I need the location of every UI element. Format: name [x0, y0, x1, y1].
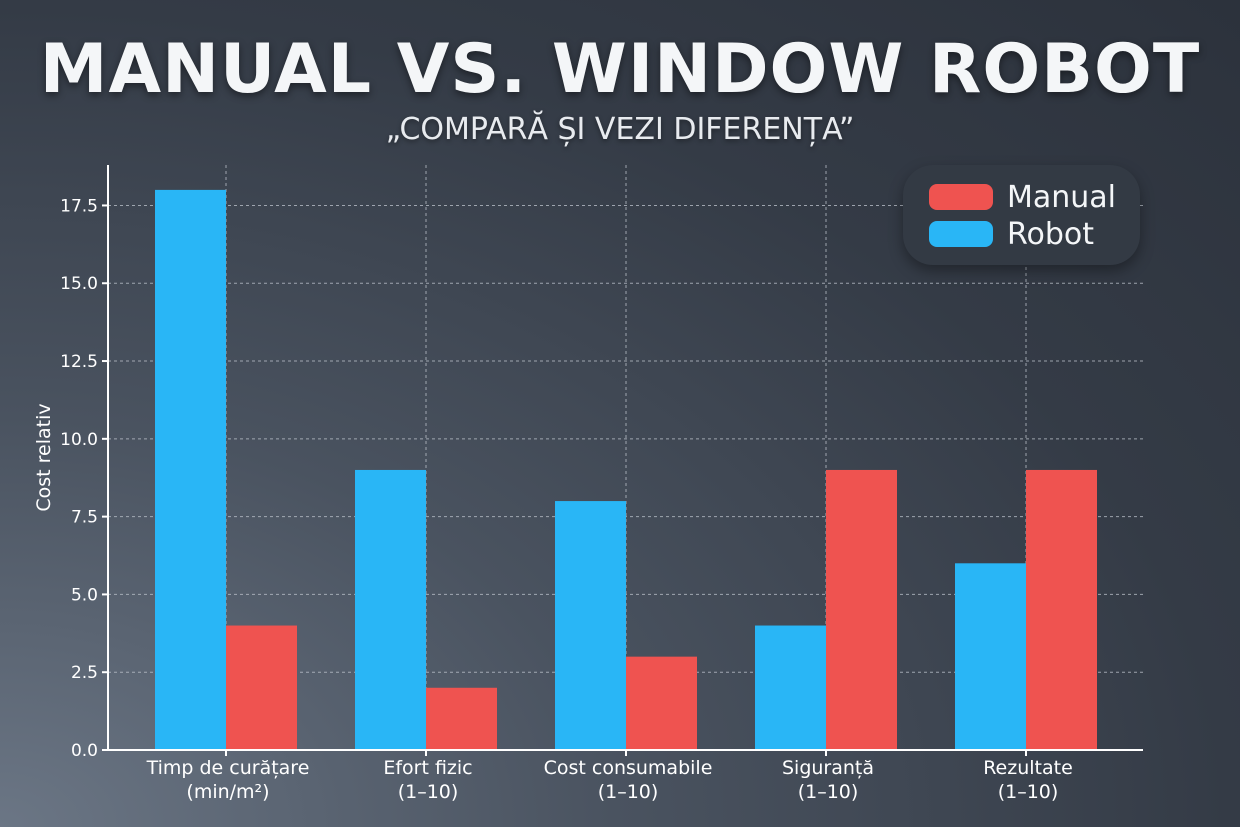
- y-tick-label: 17.5: [60, 196, 98, 216]
- bar-robot: [355, 469, 426, 750]
- legend-label-manual: Manual: [1007, 179, 1117, 215]
- x-tick-label: Siguranță: [782, 757, 874, 779]
- y-axis-label: Cost relativ: [33, 403, 55, 511]
- bar-manual: [1026, 469, 1097, 750]
- legend-label-robot: Robot: [1007, 216, 1095, 252]
- y-tick-label: 15.0: [60, 274, 98, 294]
- y-tick-label: 7.5: [71, 508, 98, 528]
- x-tick-label: Timp de curățare: [146, 757, 310, 779]
- bar-robot: [755, 625, 826, 750]
- x-tick-label: (min/m²): [186, 781, 269, 803]
- chart-subtitle: „COMPARĂ ȘI VEZI DIFERENȚA”: [385, 112, 855, 147]
- legend-item-robot: Robot: [929, 217, 1094, 252]
- x-tick-label: Cost consumabile: [544, 757, 713, 779]
- chart-title: MANUAL VS. WINDOW ROBOT: [39, 30, 1201, 109]
- bar-manual: [826, 469, 897, 750]
- legend-swatch-robot: [929, 221, 993, 247]
- y-tick-label: 2.5: [71, 663, 98, 683]
- x-tick-label: (1–10): [598, 781, 659, 803]
- y-tick-label: 12.5: [60, 352, 98, 372]
- bar-manual: [626, 656, 697, 750]
- x-tick-label: (1–10): [398, 781, 459, 803]
- y-tick-label: 0.0: [71, 741, 98, 761]
- x-tick-label: (1–10): [998, 781, 1059, 803]
- bar-robot: [555, 501, 626, 750]
- y-tick-label: 10.0: [60, 430, 98, 450]
- legend-swatch-manual: [929, 184, 993, 210]
- bar-robot: [955, 563, 1026, 750]
- x-tick-label: (1–10): [798, 781, 859, 803]
- x-tick-label: Efort fizic: [383, 757, 472, 779]
- bar-robot: [155, 189, 226, 750]
- bar-manual: [226, 625, 297, 750]
- x-tick-label: Rezultate: [983, 757, 1073, 779]
- legend-item-manual: Manual: [929, 180, 1116, 215]
- legend: Manual Robot: [903, 165, 1140, 265]
- y-tick-label: 5.0: [71, 585, 98, 605]
- bar-manual: [426, 687, 497, 750]
